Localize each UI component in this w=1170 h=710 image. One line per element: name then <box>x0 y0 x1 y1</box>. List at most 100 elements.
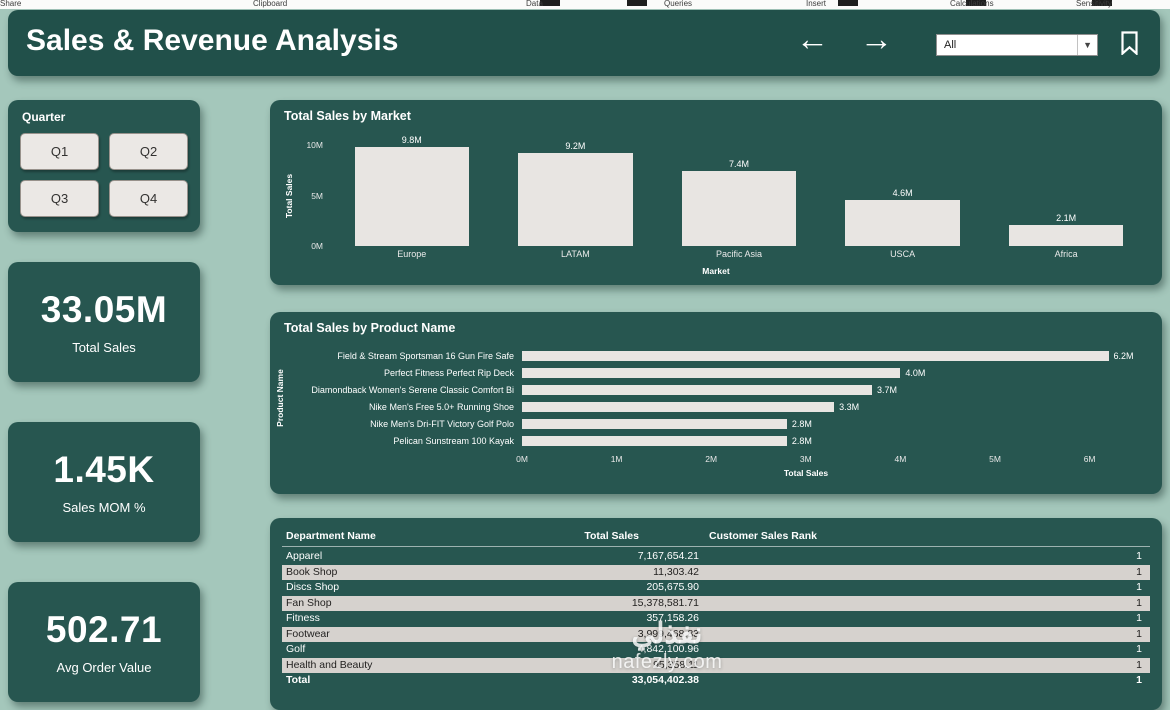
cell-department: Discs Shop <box>286 581 340 593</box>
market-bar-pacific-asia[interactable] <box>681 171 797 246</box>
category-label: Pacific Asia <box>715 249 762 259</box>
market-bar-africa[interactable] <box>1008 224 1124 246</box>
cell-rank: 1 <box>1136 658 1142 671</box>
quarter-slicer: Quarter Q1 Q2 Q3 Q4 <box>8 100 200 232</box>
axis-tick: 0M <box>311 241 323 251</box>
column-header[interactable]: Customer Sales Rank <box>709 530 817 542</box>
bar-value-label: 2.8M <box>791 435 812 446</box>
bar-value-label: 4.6M <box>892 187 913 198</box>
table-row[interactable]: Discs Shop 205,675.90 1 <box>282 580 1150 596</box>
cell-department: Footwear <box>286 627 330 640</box>
axis-tick: 2M <box>705 454 718 464</box>
table-row[interactable]: Book Shop 11,303.42 1 <box>282 564 1150 580</box>
cell-total-sales: 95,358.11 <box>653 658 699 671</box>
filter-dropdown[interactable]: All ▼ <box>936 34 1098 56</box>
ribbon-fragment <box>627 0 647 6</box>
chart-title: Total Sales by Market <box>284 109 411 123</box>
bar-value-label: 3.7M <box>877 384 898 395</box>
report-header: Sales & Revenue Analysis ← → All ▼ <box>8 10 1160 76</box>
table-body: Apparel 7,167,654.21 1 Book Shop 11,303.42 1 D… <box>282 549 1150 689</box>
category-label: Europe <box>397 249 427 259</box>
product-bar-1[interactable] <box>522 367 901 378</box>
cell-department: Apparel <box>286 550 323 562</box>
quarter-buttons: Q1 Q2 Q3 Q4 <box>8 124 200 217</box>
cell-total-sales: 33,054,402.38 <box>631 674 699 686</box>
y-axis-title: Total Sales <box>284 173 294 219</box>
cell-total-sales: 205,675.90 <box>646 581 699 593</box>
cell-total-sales: 4,842,100.96 <box>637 643 699 655</box>
kpi-sales-mom: 1.45K Sales MOM % <box>8 422 200 542</box>
market-bar-latam[interactable] <box>518 153 633 246</box>
column-header[interactable]: Total Sales <box>584 530 639 542</box>
ribbon-group-queries: Queries <box>664 0 693 8</box>
kpi-total-sales: 33.05M Total Sales <box>8 262 200 382</box>
cell-total-sales: 15,378,581.71 <box>631 596 699 609</box>
bar-value-label: 3.3M <box>839 401 860 412</box>
market-bar-usca[interactable] <box>845 199 960 246</box>
ribbon-group-calculations: Calculations <box>950 0 994 8</box>
page-title: Sales & Revenue Analysis <box>26 24 399 57</box>
ribbon-group-share: Share <box>0 0 22 8</box>
category-label: LATAM <box>561 249 590 259</box>
department-table-card: Department Name Total Sales Customer Sal… <box>270 518 1162 710</box>
ribbon-strip: Clipboard Data Queries Insert Calculations Se… <box>0 0 1170 9</box>
product-bar-row: Field & Stream Sportsman 16 Gun Fire Saf… <box>282 347 1150 364</box>
kpi-value: 1.45K <box>53 449 155 490</box>
bar-value-label: 7.4M <box>728 159 749 170</box>
market-bar-europe[interactable] <box>354 147 470 246</box>
ribbon-group-data: Data <box>526 0 543 8</box>
bar-value-label: 2.8M <box>791 418 812 429</box>
ribbon-group-sensitivity: Sensitivity <box>1076 0 1113 8</box>
cell-department: Book Shop <box>286 565 338 578</box>
product-bar-row: Nike Men's Free 5.0+ Running Shoe 3.3M <box>282 398 1150 415</box>
category-label: Pelican Sunstream 100 Kayak <box>393 435 514 446</box>
quarter-button-q4[interactable]: Q4 <box>109 180 188 217</box>
category-label: Nike Men's Dri-FIT Victory Golf Polo <box>370 418 514 429</box>
column-header[interactable]: Department Name <box>286 530 376 542</box>
bar-value-label: 9.2M <box>565 141 586 152</box>
product-bar-row: Perfect Fitness Perfect Rip Deck 4.0M <box>282 364 1150 381</box>
cell-total-sales: 7,167,654.21 <box>637 550 699 562</box>
bar-value-label: 2.1M <box>1056 212 1077 223</box>
table-row[interactable]: Apparel 7,167,654.21 1 <box>282 549 1150 565</box>
kpi-label: Avg Order Value <box>56 660 152 675</box>
category-label: Perfect Fitness Perfect Rip Deck <box>383 367 514 378</box>
cell-rank: 1 <box>1136 674 1142 686</box>
quarter-button-q1[interactable]: Q1 <box>20 133 99 170</box>
table-row[interactable]: Footwear 3,999,468.83 1 <box>282 626 1150 642</box>
ribbon-group-insert: Insert <box>806 0 827 8</box>
table-row[interactable]: Health and Beauty 95,358.11 1 <box>282 657 1150 673</box>
quarter-button-q2[interactable]: Q2 <box>109 133 188 170</box>
table-row[interactable]: Golf 4,842,100.96 1 <box>282 642 1150 658</box>
table-total-row[interactable]: Total 33,054,402.38 1 <box>282 673 1150 689</box>
cell-department: Total <box>286 674 311 686</box>
cell-rank: 1 <box>1136 550 1142 562</box>
axis-tick: 1M <box>610 454 623 464</box>
category-label: Africa <box>1054 249 1078 259</box>
cell-rank: 1 <box>1136 596 1142 609</box>
ribbon-fragment <box>1092 0 1112 6</box>
cell-department: Fitness <box>286 612 320 624</box>
product-bars: Field & Stream Sportsman 16 Gun Fire Saf… <box>282 347 1150 449</box>
quarter-button-q3[interactable]: Q3 <box>20 180 99 217</box>
product-bar-4[interactable] <box>522 418 787 429</box>
market-bar-group-usca: 4.6M USCA <box>821 132 985 260</box>
product-bar-3[interactable] <box>522 401 835 412</box>
product-bar-5[interactable] <box>522 435 787 446</box>
category-label: USCA <box>890 249 916 259</box>
table-row[interactable]: Fan Shop 15,378,581.71 1 <box>282 595 1150 611</box>
cell-total-sales: 3,999,468.83 <box>637 627 699 640</box>
cell-total-sales: 357,158.26 <box>646 612 699 624</box>
product-bar-2[interactable] <box>522 384 873 395</box>
market-chart: Total Sales 0M 5M 10M 9.8M Europe 9.2M LATAM 7… <box>282 132 1148 260</box>
forward-arrow-icon[interactable]: → <box>854 20 899 57</box>
chevron-down-icon: ▼ <box>1077 35 1097 55</box>
bookmark-icon[interactable] <box>1120 31 1139 58</box>
product-bar-0[interactable] <box>522 350 1109 361</box>
table-row[interactable]: Fitness 357,158.26 1 <box>282 611 1150 627</box>
axis-tick: 10M <box>306 140 323 150</box>
ribbon-fragment <box>838 0 858 6</box>
axis-tick: 3M <box>799 454 812 464</box>
back-arrow-icon[interactable]: ← <box>790 20 835 57</box>
x-axis-title: Market <box>702 266 730 276</box>
